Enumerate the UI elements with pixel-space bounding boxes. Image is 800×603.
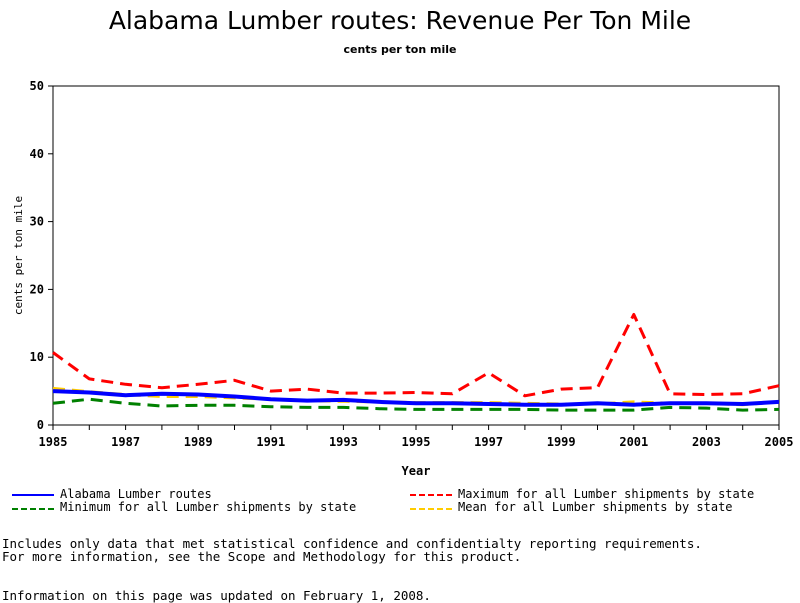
y-tick-label: 40 [30, 147, 44, 161]
axis-labels: 0 10 20 30 40 50 1985 1987 1989 1991 1993 1995 1997 1… [12, 79, 793, 478]
series-layer [53, 314, 779, 410]
x-tick-label: 1985 [39, 435, 68, 449]
plot-frame [53, 86, 779, 425]
note-methodology: For more information, see the Scope and … [2, 549, 521, 564]
x-tick-label: 2003 [692, 435, 721, 449]
legend-label-alabama: Alabama Lumber routes [60, 487, 212, 501]
legend-swatch-alabama [12, 494, 54, 496]
series-line-alabama-lumber-routes [53, 391, 779, 405]
x-tick-label: 1991 [256, 435, 285, 449]
x-tick-label: 1999 [547, 435, 576, 449]
y-tick-label: 20 [30, 282, 44, 296]
y-tick-label: 50 [30, 79, 44, 93]
legend-label-mean: Mean for all Lumber shipments by state [458, 500, 733, 514]
axes [48, 86, 779, 430]
legend-swatch-maximum [410, 494, 452, 496]
legend-label-maximum: Maximum for all Lumber shipments by stat… [458, 487, 754, 501]
y-axis-label: cents per ton mile [12, 196, 25, 315]
x-tick-label: 2005 [765, 435, 794, 449]
y-tick-label: 10 [30, 350, 44, 364]
x-axis-label: Year [402, 464, 431, 478]
x-tick-label: 1995 [402, 435, 431, 449]
series-line-maximum-for-all-lumber-shipments-by-state [53, 315, 779, 396]
legend-label-minimum: Minimum for all Lumber shipments by stat… [60, 500, 356, 514]
x-tick-label: 1993 [329, 435, 358, 449]
y-tick-label: 30 [30, 215, 44, 229]
x-tick-label: 1997 [474, 435, 503, 449]
y-tick-label: 0 [37, 418, 44, 432]
legend-swatch-minimum [12, 508, 54, 510]
legend-swatch-mean [410, 508, 452, 510]
x-tick-label: 2001 [619, 435, 648, 449]
x-tick-label: 1987 [111, 435, 140, 449]
note-updated: Information on this page was updated on … [2, 588, 431, 603]
x-tick-label: 1989 [184, 435, 213, 449]
